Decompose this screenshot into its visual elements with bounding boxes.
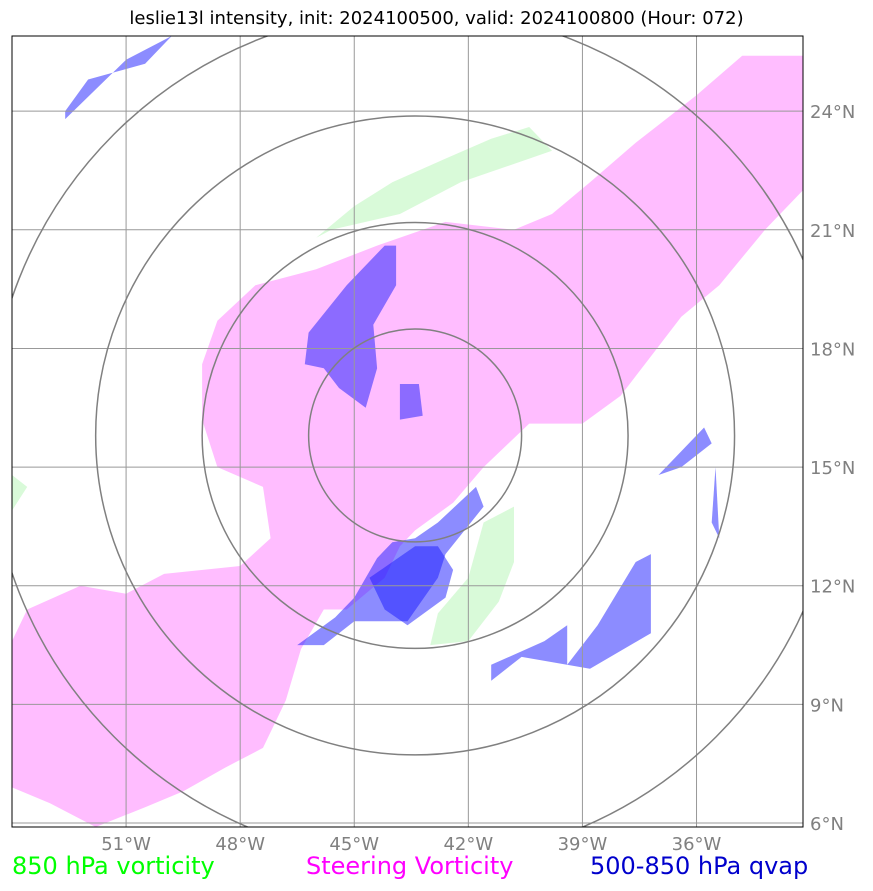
lat-tick-label: 6°N (810, 814, 844, 835)
lat-tick-label: 24°N (810, 102, 855, 123)
steering-vorticity-area-0 (12, 55, 803, 827)
qvap-area-5 (658, 427, 712, 475)
lon-tick-label: 39°W (558, 834, 608, 855)
lat-tick-label: 12°N (810, 577, 855, 598)
lon-tick-label: 51°W (101, 834, 151, 855)
qvap-area-7 (65, 36, 172, 120)
lon-tick-label: 45°W (329, 834, 379, 855)
lat-tick-label: 15°N (810, 458, 855, 479)
range-ring (201, 221, 629, 650)
legend-850-vorticity: 850 hPa vorticity (12, 852, 215, 880)
range-ring (307, 328, 523, 543)
vorticity-850-layer (12, 127, 552, 646)
vorticity-850-area-2 (12, 475, 28, 511)
legend-qvap: 500-850 hPa qvap (590, 852, 809, 880)
map-frame (11, 35, 804, 828)
lat-tick-label: 18°N (810, 339, 855, 360)
range-ring (94, 115, 736, 756)
qvap-area-1 (399, 384, 423, 420)
lat-tick-label: 9°N (810, 695, 844, 716)
lon-tick-label: 48°W (215, 834, 265, 855)
qvap-area-6 (711, 467, 720, 539)
lat-tick-label: 21°N (810, 221, 855, 242)
legend-steering-vorticity: Steering Vorticity (306, 852, 514, 880)
tick-labels: 51°W 48°W 45°W 42°W 39°W 36°W 6°N 9°N 12°N 15°N 18… (101, 102, 855, 855)
vorticity-850-area-1 (430, 506, 514, 646)
qvap-area-0 (304, 245, 397, 408)
qvap-area-4 (491, 554, 651, 681)
vorticity-850-area-0 (316, 127, 552, 238)
map-title: leslie13l intensity, init: 2024100500, v… (129, 8, 744, 29)
lon-tick-label: 42°W (443, 834, 493, 855)
range-rings (12, 36, 803, 827)
steering-vorticity-layer (12, 55, 803, 827)
lon-tick-label: 36°W (672, 834, 722, 855)
gridlines (12, 36, 803, 827)
